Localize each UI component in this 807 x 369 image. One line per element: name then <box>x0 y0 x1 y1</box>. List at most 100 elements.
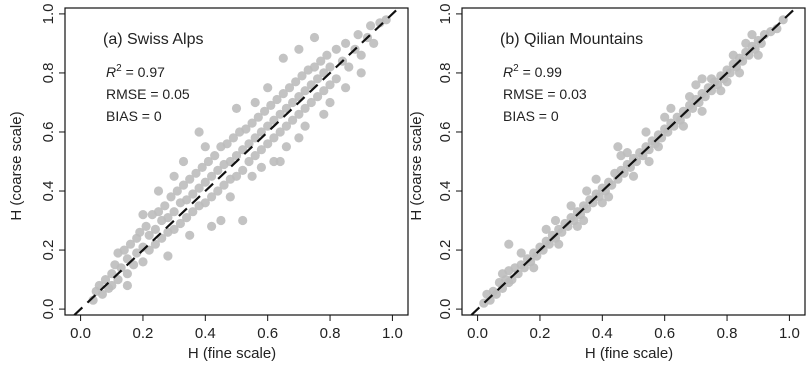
scatter-point <box>516 248 526 258</box>
scatter-point <box>319 109 329 119</box>
panel-b-y-ticks: 0.0 0.2 0.4 0.6 0.8 1.0 <box>437 3 462 320</box>
scatter-point <box>169 224 179 234</box>
scatter-point <box>756 38 766 49</box>
scatter-point <box>278 53 288 63</box>
scatter-point <box>297 71 307 81</box>
scatter-point <box>597 198 607 208</box>
scatter-point <box>194 127 204 137</box>
x-tick-label: 0.2 <box>530 325 551 342</box>
scatter-point <box>144 230 154 240</box>
scatter-point <box>325 97 335 108</box>
scatter-point <box>207 221 217 231</box>
scatter-point <box>666 103 676 113</box>
scatter-point <box>256 162 266 172</box>
x-tick-label: 0.8 <box>717 325 738 342</box>
y-tick-label: 0.6 <box>40 122 57 143</box>
scatter-point <box>641 127 651 137</box>
scatter-point <box>309 32 320 43</box>
scatter-point <box>300 103 310 113</box>
scatter-point <box>260 106 270 116</box>
scatter-point <box>275 127 285 137</box>
panel-b-title: (b) Qilian Mountains <box>500 31 643 48</box>
scatter-point <box>294 109 304 119</box>
panel-b-r2-exp: 2 <box>513 63 519 74</box>
scatter-point <box>266 100 276 110</box>
scatter-point <box>188 207 198 217</box>
scatter-point <box>163 213 173 223</box>
scatter-point <box>532 251 542 261</box>
panel-a-title: (a) Swiss Alps <box>103 31 203 48</box>
scatter-point <box>231 171 242 181</box>
scatter-point <box>622 148 632 158</box>
scatter-point <box>88 295 98 305</box>
x-tick-label: 0.0 <box>70 325 91 342</box>
scatter-point <box>272 94 282 105</box>
scatter-point <box>100 275 111 285</box>
scatter-point <box>238 165 248 175</box>
scatter-point <box>341 38 351 49</box>
scatter-point <box>291 77 301 87</box>
scatter-point <box>613 142 623 152</box>
panel-a-x-axis-title: H (fine scale) <box>188 345 276 362</box>
scatter-point <box>491 289 501 299</box>
scatter-point <box>207 171 217 181</box>
y-tick-label: 0.0 <box>40 299 57 320</box>
scatter-point <box>557 227 567 237</box>
scatter-point <box>519 263 530 273</box>
scatter-point <box>554 239 564 249</box>
y-tick-label: 0.6 <box>437 122 454 143</box>
scatter-point <box>619 168 629 178</box>
panel-b-x-axis-title: H (fine scale) <box>585 345 673 362</box>
panel-a-reference-line <box>73 7 400 316</box>
scatter-point <box>169 207 179 217</box>
panel-b-r2: R2 = 0.99 <box>503 63 562 80</box>
panel-a-points <box>88 15 391 305</box>
scatter-point <box>185 230 195 240</box>
y-tick-label: 0.8 <box>437 63 454 84</box>
scatter-point <box>316 56 326 66</box>
scatter-point <box>288 115 298 125</box>
scatter-point <box>288 97 298 108</box>
x-tick-label: 0.4 <box>195 325 216 342</box>
scatter-point <box>322 50 332 60</box>
scatter-point <box>250 151 260 161</box>
scatter-point <box>284 83 295 93</box>
scatter-point <box>256 145 266 155</box>
scatter-point <box>744 50 754 60</box>
scatter-point <box>163 251 173 261</box>
y-tick-label: 1.0 <box>40 3 57 24</box>
scatter-point <box>269 156 279 167</box>
scatter-point <box>141 221 151 231</box>
scatter-point <box>550 215 561 226</box>
panel-b-plot-frame <box>461 7 806 316</box>
scatter-point <box>197 162 207 172</box>
panel-a-r2-value: = 0.97 <box>122 64 165 80</box>
scatter-point <box>325 80 335 90</box>
scatter-point <box>216 215 226 226</box>
scatter-point <box>700 92 710 102</box>
panel-b-bias: BIAS = 0 <box>503 108 559 124</box>
scatter-point <box>213 165 223 175</box>
scatter-point <box>294 44 304 54</box>
scatter-point <box>541 224 551 234</box>
scatter-point <box>753 50 763 60</box>
scatter-point <box>306 97 316 108</box>
scatter-point <box>628 171 639 181</box>
scatter-point <box>247 118 257 128</box>
scatter-point <box>135 227 145 237</box>
scatter-point <box>341 83 351 93</box>
x-tick-label: 0.0 <box>467 325 488 342</box>
scatter-point <box>175 218 185 229</box>
y-tick-label: 0.4 <box>40 181 57 202</box>
scatter-point <box>231 151 242 161</box>
scatter-point <box>356 68 366 78</box>
panel-a-r2-exp: 2 <box>116 63 122 74</box>
scatter-point <box>191 168 201 178</box>
scatter-point <box>688 103 698 113</box>
panel-b-reference-line <box>470 7 797 316</box>
scatter-point <box>716 86 726 96</box>
scatter-point <box>178 156 189 167</box>
panel-b-rmse: RMSE = 0.03 <box>503 86 587 102</box>
scatter-point <box>269 133 279 143</box>
